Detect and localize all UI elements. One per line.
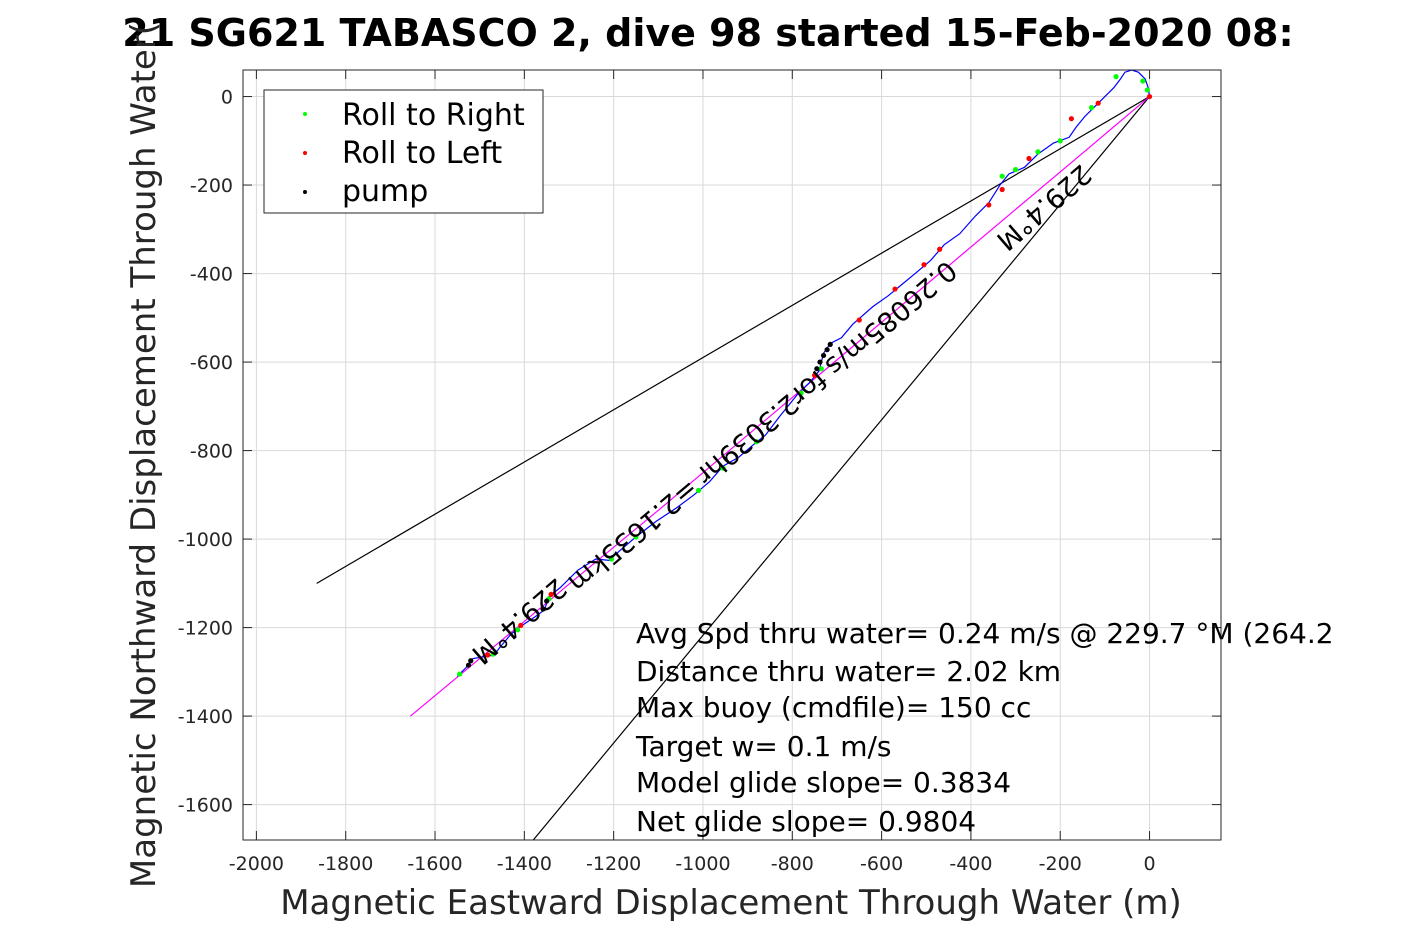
pump-point	[468, 658, 474, 664]
roll-left-point	[812, 372, 818, 378]
roll-left-point	[1026, 155, 1032, 162]
roll-right-point	[490, 651, 496, 657]
pump-point	[824, 347, 830, 353]
pump-point	[814, 366, 820, 372]
roll-right-point	[608, 556, 615, 562]
roll-left-point	[856, 317, 862, 323]
y-tick-label: -1200	[178, 618, 233, 640]
y-tick-label: -600	[190, 352, 233, 374]
y-tick-label: -1400	[178, 706, 233, 728]
plot-frame	[242, 69, 1222, 841]
roll-right-point	[633, 534, 639, 540]
roll-right-point	[1057, 138, 1063, 144]
pump-point	[827, 341, 833, 347]
roll-left-point	[892, 286, 898, 292]
roll-right-point	[753, 439, 760, 445]
model-track	[410, 96, 1150, 717]
chart-title: 21 SG621 TABASCO 2, dive 98 started 15-F…	[122, 11, 1293, 55]
legend-roll-right-label: Roll to Right	[342, 98, 525, 133]
pump-point	[817, 359, 823, 365]
x-tick-label: 0	[1144, 853, 1156, 875]
net-glide-slope-annotation: Net glide slope= 0.9804	[636, 805, 976, 838]
y-tick-label: -200	[190, 175, 233, 197]
y-tick-label: -400	[190, 264, 233, 286]
grid	[243, 70, 1221, 840]
model-glide-slope-annotation: Model glide slope= 0.3834	[636, 766, 1011, 799]
legend-pump-label: pump	[342, 174, 428, 209]
roll-right-point	[515, 627, 521, 633]
roll-left-point	[548, 591, 554, 597]
pump-point	[820, 352, 827, 359]
avg-speed-annotation: Avg Spd thru water= 0.24 m/s @ 229.7 °M …	[636, 617, 1334, 650]
roll-pump-points	[456, 74, 1153, 677]
x-tick-label: -200	[1039, 853, 1082, 875]
roll-right-point	[1144, 87, 1150, 93]
roll-left-point	[485, 652, 491, 658]
roll-right-point	[1035, 149, 1041, 155]
x-tick-label: -1800	[318, 853, 373, 875]
legend-roll-right-marker	[303, 112, 307, 116]
roll-right-point	[1088, 105, 1095, 111]
roll-left-point	[1146, 93, 1153, 100]
x-tick-label: -1400	[497, 853, 552, 875]
x-tick-label: -2000	[229, 853, 284, 875]
y-tick-label: -1600	[178, 795, 233, 817]
model-track-line	[410, 96, 1150, 717]
x-tick-label: -800	[771, 853, 814, 875]
roll-left-point	[1068, 116, 1074, 122]
roll-right-point	[818, 366, 824, 372]
x-tick-label: -1600	[407, 853, 462, 875]
roll-left-point	[986, 202, 992, 208]
legend-box	[263, 89, 544, 214]
legend-pump-marker	[303, 190, 307, 194]
roll-left-point	[1095, 100, 1101, 106]
y-tick-label: -1000	[178, 529, 233, 551]
cone-line	[316, 96, 1150, 584]
y-tick-label: 0	[221, 87, 233, 109]
roll-left-point	[999, 186, 1005, 193]
max-buoy-annotation: Max buoy (cmdfile)= 150 cc	[636, 691, 1031, 724]
legend-roll-left-label: Roll to Left	[342, 136, 502, 171]
roll-right-point	[1140, 78, 1146, 84]
x-tick-label: -600	[860, 853, 903, 875]
roll-right-point	[999, 173, 1005, 179]
target-w-annotation: Target w= 0.1 m/s	[635, 730, 892, 763]
cone-lines	[316, 96, 1151, 841]
roll-right-point	[720, 465, 726, 471]
roll-right-point	[798, 390, 804, 396]
distance-annotation: Distance thru water= 2.02 km	[636, 655, 1061, 688]
x-tick-label: -400	[949, 853, 992, 875]
roll-right-point	[1113, 74, 1119, 80]
axis-ticks: -2000 -1800 -1600 -1400 -1200 -1000 -800 -600 -4…	[178, 70, 1221, 875]
pump-point	[544, 598, 550, 604]
y-axis-label: Magnetic Northward Displacement Through …	[124, 22, 164, 888]
x-axis-label: Magnetic Eastward Displacement Through W…	[280, 883, 1182, 923]
cone-line	[532, 96, 1151, 841]
roll-left-point	[937, 246, 943, 252]
roll-right-point	[695, 487, 702, 494]
roll-right-point	[1012, 166, 1019, 173]
x-tick-label: -1200	[586, 853, 641, 875]
roll-right-point	[456, 671, 463, 677]
stats-annotations: Avg Spd thru water= 0.24 m/s @ 229.7 °M …	[635, 617, 1334, 838]
y-tick-label: -800	[190, 441, 233, 463]
pump-point	[465, 662, 472, 668]
roll-left-point	[921, 262, 927, 268]
legend-roll-left-marker	[303, 151, 307, 155]
x-tick-label: -1000	[675, 853, 730, 875]
legend: Roll to Right Roll to Left pump	[263, 89, 544, 214]
roll-left-point	[518, 622, 524, 628]
pump-point	[540, 606, 546, 612]
